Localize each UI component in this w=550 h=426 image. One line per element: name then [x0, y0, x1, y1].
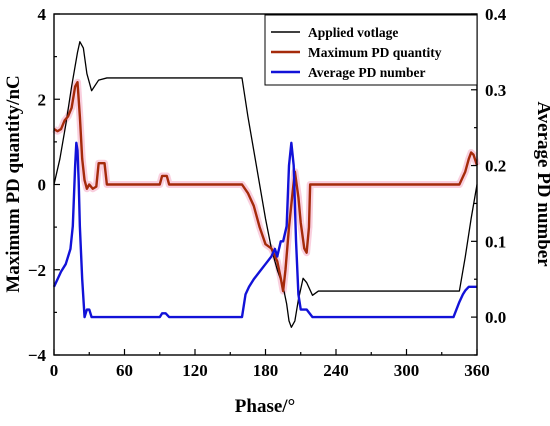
legend-label-applied-voltage: Applied votlage: [308, 25, 398, 40]
right-y-tick-label: 0.4: [485, 5, 507, 24]
left-y-tick-label: 4: [38, 5, 47, 24]
right-y-tick-label: 0.1: [485, 232, 506, 251]
x-tick-label: 180: [253, 361, 279, 380]
right-y-tick-label: 0.3: [485, 81, 506, 100]
right-y-axis-title: Average PD number: [533, 101, 550, 267]
plot-lines: [52, 41, 481, 328]
left-y-axis-title: Maximum PD quantity/nC: [3, 75, 24, 292]
ticks: 0 60 120 180 240 300 360 −4 −2 0 2 4 0.0 0.1 0.2 0.3 0.4: [28, 5, 507, 380]
x-tick-label: 60: [116, 361, 133, 380]
right-y-tick-label: 0.0: [485, 308, 506, 327]
left-y-tick-label: −4: [28, 346, 47, 365]
series-line-applied-votlage: [53, 41, 478, 328]
x-tick-label: 240: [323, 361, 349, 380]
left-y-tick-label: 0: [38, 176, 47, 195]
left-y-tick-label: −2: [28, 261, 46, 280]
legend-label-maximum-pd-quantity: Maximum PD quantity: [308, 45, 442, 60]
legend: Applied votlage Maximum PD quantity Aver…: [264, 14, 478, 86]
left-y-tick-label: 2: [38, 90, 47, 109]
right-y-tick-label: 0.2: [485, 157, 506, 176]
legend-box: [264, 14, 478, 86]
x-tick-label: 0: [50, 361, 59, 380]
x-tick-label: 360: [464, 361, 490, 380]
x-tick-label: 120: [182, 361, 208, 380]
x-axis-title: Phase/°: [235, 396, 295, 417]
maximum-pd-quantity-halo: [52, 78, 481, 295]
series-line-maximum-pd-quantity: [53, 80, 479, 293]
series-line-average-pd-number: [52, 141, 477, 319]
x-tick-label: 300: [394, 361, 420, 380]
legend-label-average-pd-number: Average PD number: [308, 65, 425, 80]
